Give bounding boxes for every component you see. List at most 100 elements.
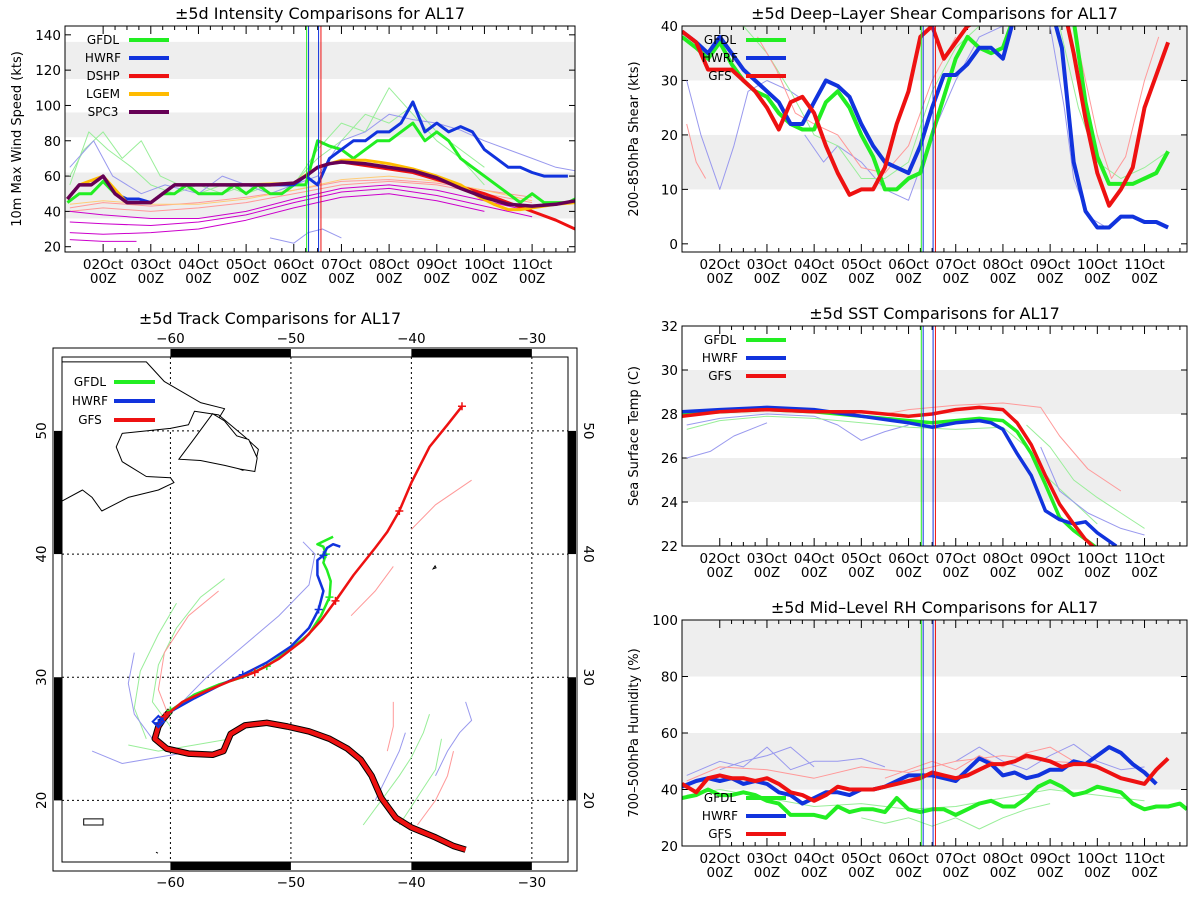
rh-xtick-day: 04Oct xyxy=(794,851,835,867)
intensity-ytick-label: 60 xyxy=(44,169,61,185)
intensity-legend-label: DSHP xyxy=(86,69,119,83)
intensity-plot-area xyxy=(66,87,575,244)
track-marker-hwrf xyxy=(154,718,163,727)
rh-xtick-day: 09Oct xyxy=(1030,851,1071,867)
intensity-series-thin-magenta-2 xyxy=(69,187,533,226)
intensity-series-spc3 xyxy=(66,160,575,208)
track-series-gfdl xyxy=(169,535,334,712)
shear-xtick-day: 11Oct xyxy=(1124,257,1165,273)
intensity-ytick-label: 80 xyxy=(44,134,61,150)
track-observed xyxy=(152,709,467,852)
track-marker-gfs xyxy=(160,712,169,721)
rh-xtick-day: 10Oct xyxy=(1077,851,1118,867)
track-lat-label-right: 30 xyxy=(580,669,596,686)
sst-xtick-day: 04Oct xyxy=(794,551,835,567)
intensity-xtick-hour: 00Z xyxy=(138,271,164,287)
intensity-xtick-day: 09Oct xyxy=(417,257,458,273)
rh-xtick-day: 06Oct xyxy=(888,851,929,867)
shear-xtick-hour: 00Z xyxy=(943,271,969,287)
shear-series-thin-red-3 xyxy=(1073,26,1160,179)
intensity-band-2 xyxy=(65,41,575,79)
rh-legend-label: GFS xyxy=(708,827,732,841)
shear-legend-label: GFDL xyxy=(704,33,736,47)
sst-xtick-hour: 00Z xyxy=(1037,565,1063,581)
intensity-xtick-hour: 00Z xyxy=(471,271,497,287)
rh-xtick-hour: 00Z xyxy=(754,865,780,881)
track-border-left-black xyxy=(54,430,62,555)
intensity-xtick-hour: 00Z xyxy=(233,271,259,287)
track-lat-label-left: 40 xyxy=(34,545,50,562)
sst-xtick-day: 05Oct xyxy=(841,551,882,567)
track-border-right-black xyxy=(568,677,576,801)
rh-ytick-label: 80 xyxy=(661,670,678,686)
intensity-ytick-label: 40 xyxy=(44,204,61,220)
sst-xtick-day: 11Oct xyxy=(1124,551,1165,567)
rh-series-gfs xyxy=(682,753,1170,803)
rh-band-1 xyxy=(682,620,1187,677)
intensity-series-thin-magenta-4 xyxy=(69,239,137,242)
track-series-thin-red-2 xyxy=(386,701,394,752)
track-lat-label-right: 50 xyxy=(580,422,596,439)
sst-ytick-label: 30 xyxy=(661,363,678,379)
rh-xtick-hour: 00Z xyxy=(990,865,1016,881)
rh-ylabel: 700–500hPa Humidity (%) xyxy=(627,648,642,817)
shear-series-thin-blue-1 xyxy=(686,80,815,190)
sst-xtick-day: 07Oct xyxy=(935,551,976,567)
track-border-top-black xyxy=(411,349,532,357)
track-border-bottom-black xyxy=(411,862,532,870)
sst-xtick-hour: 00Z xyxy=(1131,565,1157,581)
track-marker-gfs xyxy=(395,506,404,515)
intensity-xtick-hour: 00Z xyxy=(424,271,450,287)
sst-series-thin-blue-2 xyxy=(686,413,909,441)
sst-xtick-day: 06Oct xyxy=(888,551,929,567)
sst-xtick-day: 02Oct xyxy=(699,551,740,567)
sst-xtick-day: 10Oct xyxy=(1077,551,1118,567)
rh-xtick-day: 02Oct xyxy=(699,851,740,867)
rh-title: ±5d Mid–Level RH Comparisons for AL17 xyxy=(771,598,1098,617)
intensity-legend-label: LGEM xyxy=(86,87,120,101)
sst-legend-label: HWRF xyxy=(702,351,738,365)
sst-xtick-hour: 00Z xyxy=(754,565,780,581)
rh-series-thin-red-2 xyxy=(884,746,1074,779)
intensity-xtick-day: 07Oct xyxy=(321,257,362,273)
shear-xtick-day: 08Oct xyxy=(983,257,1024,273)
track-series-thin-green-4 xyxy=(398,738,442,826)
shear-series-thin-red-1 xyxy=(686,123,707,179)
track-marker-gfs xyxy=(250,668,259,677)
shear-ytick-label: 0 xyxy=(669,237,678,253)
track-lon-label-top: −60 xyxy=(156,331,185,347)
shear-series-hwrf xyxy=(682,26,1169,230)
track-series-thin-red-3 xyxy=(411,479,472,530)
track-lon-label-top: −50 xyxy=(277,331,306,347)
sst-series-thin-blue-3 xyxy=(1040,446,1145,536)
track-lon-label-bottom: −40 xyxy=(397,875,426,891)
shear-xtick-day: 02Oct xyxy=(699,257,740,273)
coastline-azores xyxy=(431,564,437,570)
track-series-thin-green-3 xyxy=(362,714,430,826)
sst-ytick-label: 24 xyxy=(661,495,678,511)
rh-ytick-label: 100 xyxy=(652,613,678,629)
shear-series-thin-green-1 xyxy=(743,26,980,179)
rh-series-thin-green-2 xyxy=(861,803,1051,830)
rh-xtick-day: 03Oct xyxy=(747,851,788,867)
track-lat-label-left: 20 xyxy=(34,792,50,809)
sst-legend-label: GFS xyxy=(708,369,732,383)
track-lon-label-bottom: −60 xyxy=(156,875,185,891)
track-series-thin-red-1 xyxy=(157,590,219,721)
rh-legend-label: HWRF xyxy=(702,809,738,823)
sst-frame xyxy=(681,325,1188,547)
intensity-xtick-day: 03Oct xyxy=(131,257,172,273)
track-border-right-black xyxy=(568,430,576,555)
track-border-top-black xyxy=(170,349,291,357)
coastline-puerto-rico xyxy=(83,818,104,826)
track-series-thin-red-4 xyxy=(350,566,394,617)
intensity-ytick-label: 100 xyxy=(35,98,61,114)
sst-ylabel: Sea Surface Temp (C) xyxy=(627,366,642,506)
sst-plot-area xyxy=(682,402,1145,546)
rh-xtick-hour: 00Z xyxy=(943,865,969,881)
sst-xtick-hour: 00Z xyxy=(1084,565,1110,581)
rh-xtick-hour: 00Z xyxy=(1037,865,1063,881)
sst-title: ±5d SST Comparisons for AL17 xyxy=(809,304,1060,323)
track-series-thin-blue-1 xyxy=(127,652,153,740)
rh-ytick-label: 60 xyxy=(661,726,678,742)
